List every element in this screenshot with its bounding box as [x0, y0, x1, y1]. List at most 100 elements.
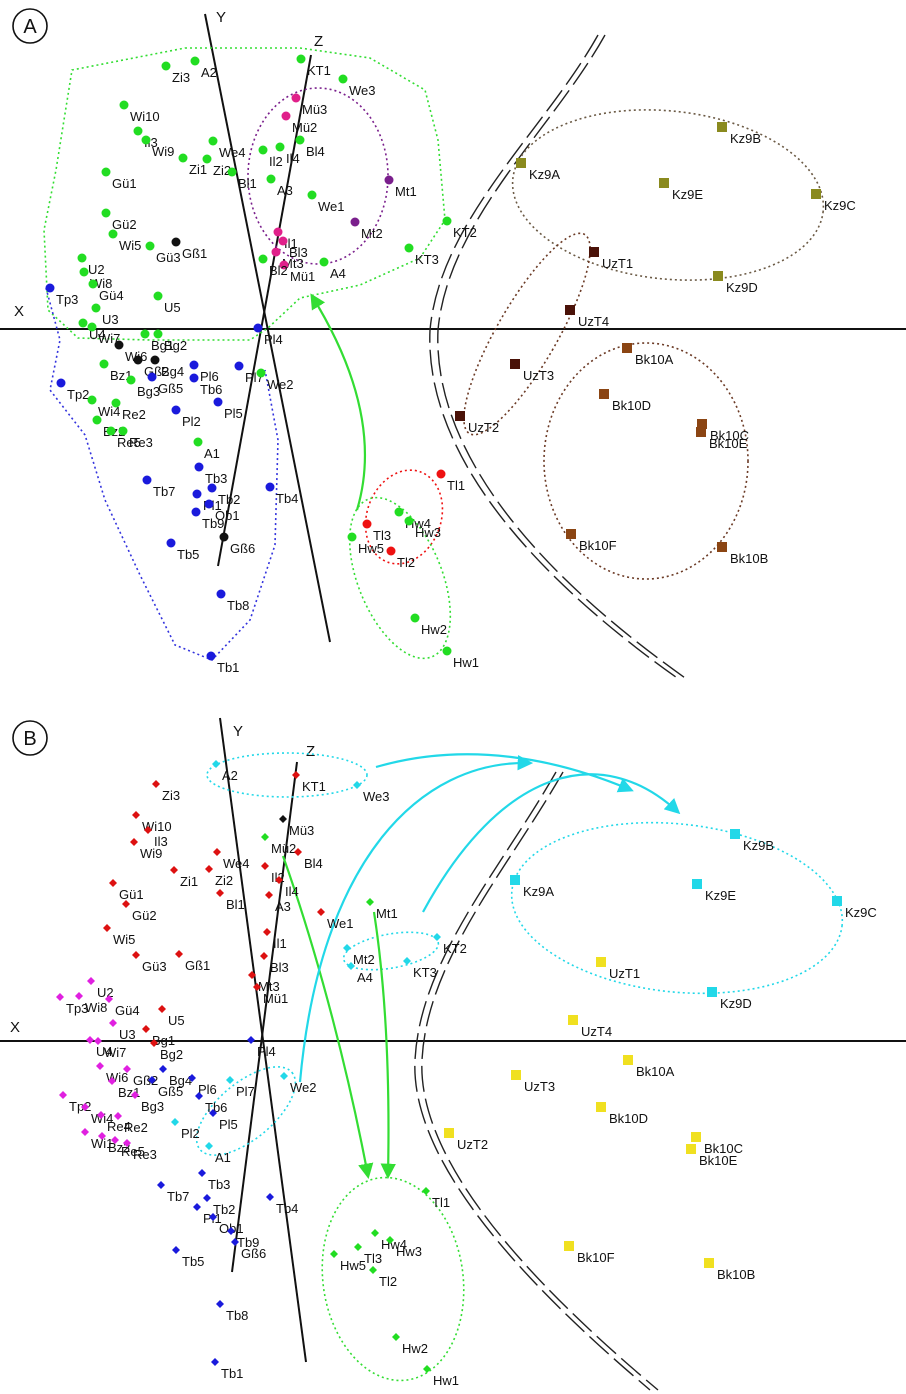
point-label: Kz9C — [824, 198, 856, 213]
arrow-green-2-b — [372, 911, 396, 1180]
point-marker — [455, 411, 465, 421]
point-label: Pl5 — [224, 406, 243, 421]
panel-b: B X Y Z A2KT1We3Zi3Wi10Il3Wi9Mü3Mü2Bl4We… — [0, 717, 906, 1391]
point-marker — [275, 142, 285, 152]
point-label: Ob1 — [215, 508, 240, 523]
point-label: Gß6 — [230, 541, 255, 556]
point-label: Pl4 — [264, 332, 283, 347]
point-marker — [150, 355, 160, 365]
point-marker — [354, 1243, 362, 1251]
point-marker — [192, 489, 202, 499]
point-label: Gß5 — [158, 381, 183, 396]
point-marker — [79, 267, 89, 277]
point-marker — [191, 507, 201, 517]
point-marker — [253, 323, 263, 333]
x-axis-label-b: X — [10, 1019, 20, 1036]
point-label: Gü4 — [99, 288, 124, 303]
point-marker — [203, 1194, 211, 1202]
point-label: Gü2 — [132, 908, 157, 923]
point-marker — [248, 971, 256, 979]
point-marker — [273, 227, 283, 237]
point-marker — [212, 760, 220, 768]
point-label: Bg1 — [151, 338, 174, 353]
point-marker — [366, 898, 374, 906]
point-marker — [596, 957, 606, 967]
point-marker — [386, 1236, 394, 1244]
point-label: Bl4 — [304, 856, 323, 871]
point-label: We2 — [267, 377, 294, 392]
point-label: Tp3 — [56, 292, 78, 307]
point-marker — [369, 1266, 377, 1274]
point-marker — [261, 833, 269, 841]
point-label: UzT3 — [524, 1079, 555, 1094]
point-marker — [123, 1065, 131, 1073]
point-label: Mü3 — [302, 102, 327, 117]
point-marker — [189, 360, 199, 370]
point-marker — [75, 992, 83, 1000]
point-label: Tl2 — [379, 1274, 397, 1289]
y-axis-label-a: Y — [216, 9, 226, 26]
point-marker — [832, 896, 842, 906]
point-label: Wi4 — [91, 1111, 113, 1126]
point-label: Il2 — [269, 154, 283, 169]
point-label: Gü3 — [156, 250, 181, 265]
point-marker — [692, 879, 702, 889]
point-marker — [394, 507, 404, 517]
point-marker — [87, 977, 95, 985]
point-label: Hw5 — [358, 541, 384, 556]
point-label: Bl2 — [269, 263, 288, 278]
y-axis-a — [204, 13, 331, 643]
point-marker — [263, 928, 271, 936]
point-label: A1 — [204, 446, 220, 461]
point-label: Bg3 — [141, 1099, 164, 1114]
point-label: Tb2 — [218, 492, 240, 507]
point-label: U3 — [102, 312, 119, 327]
point-label: Tb2 — [213, 1202, 235, 1217]
point-marker — [171, 405, 181, 415]
point-label: Wi9 — [140, 846, 162, 861]
point-marker — [227, 167, 237, 177]
point-label: Bl4 — [306, 144, 325, 159]
point-label: Hw2 — [421, 622, 447, 637]
point-marker — [147, 372, 157, 382]
point-marker — [280, 1072, 288, 1080]
point-marker — [157, 1181, 165, 1189]
point-label: U4 — [96, 1044, 113, 1059]
point-marker — [166, 538, 176, 548]
point-label: Wi7 — [98, 331, 120, 346]
point-label: Bk10B — [717, 1267, 755, 1282]
point-marker — [422, 1187, 430, 1195]
point-label: Bk10C — [710, 428, 749, 443]
point-label: Zi3 — [162, 788, 180, 803]
point-marker — [566, 529, 576, 539]
point-marker — [691, 1132, 701, 1142]
point-marker — [195, 1092, 203, 1100]
point-marker — [119, 100, 129, 110]
point-marker — [256, 368, 266, 378]
point-marker — [188, 1074, 196, 1082]
point-label: Pl6 — [200, 369, 219, 384]
point-marker — [150, 1039, 158, 1047]
point-marker — [623, 1055, 633, 1065]
point-marker — [108, 1077, 116, 1085]
point-marker — [704, 1258, 714, 1268]
point-marker — [713, 271, 723, 281]
point-marker — [131, 1091, 139, 1099]
point-marker — [216, 589, 226, 599]
point-label: Hw1 — [453, 655, 479, 670]
point-marker — [279, 815, 287, 823]
point-marker — [111, 1136, 119, 1144]
point-marker — [175, 950, 183, 958]
point-label: Bk10F — [579, 538, 617, 553]
point-marker — [205, 865, 213, 873]
point-label: Gß1 — [185, 958, 210, 973]
point-marker — [213, 848, 221, 856]
point-label: Re3 — [129, 435, 153, 450]
point-label: A3 — [275, 899, 291, 914]
point-marker — [133, 126, 143, 136]
point-marker — [403, 957, 411, 965]
point-marker — [278, 236, 288, 246]
point-label: Bk10C — [704, 1141, 743, 1156]
point-label: Hw2 — [402, 1341, 428, 1356]
point-marker — [261, 862, 269, 870]
